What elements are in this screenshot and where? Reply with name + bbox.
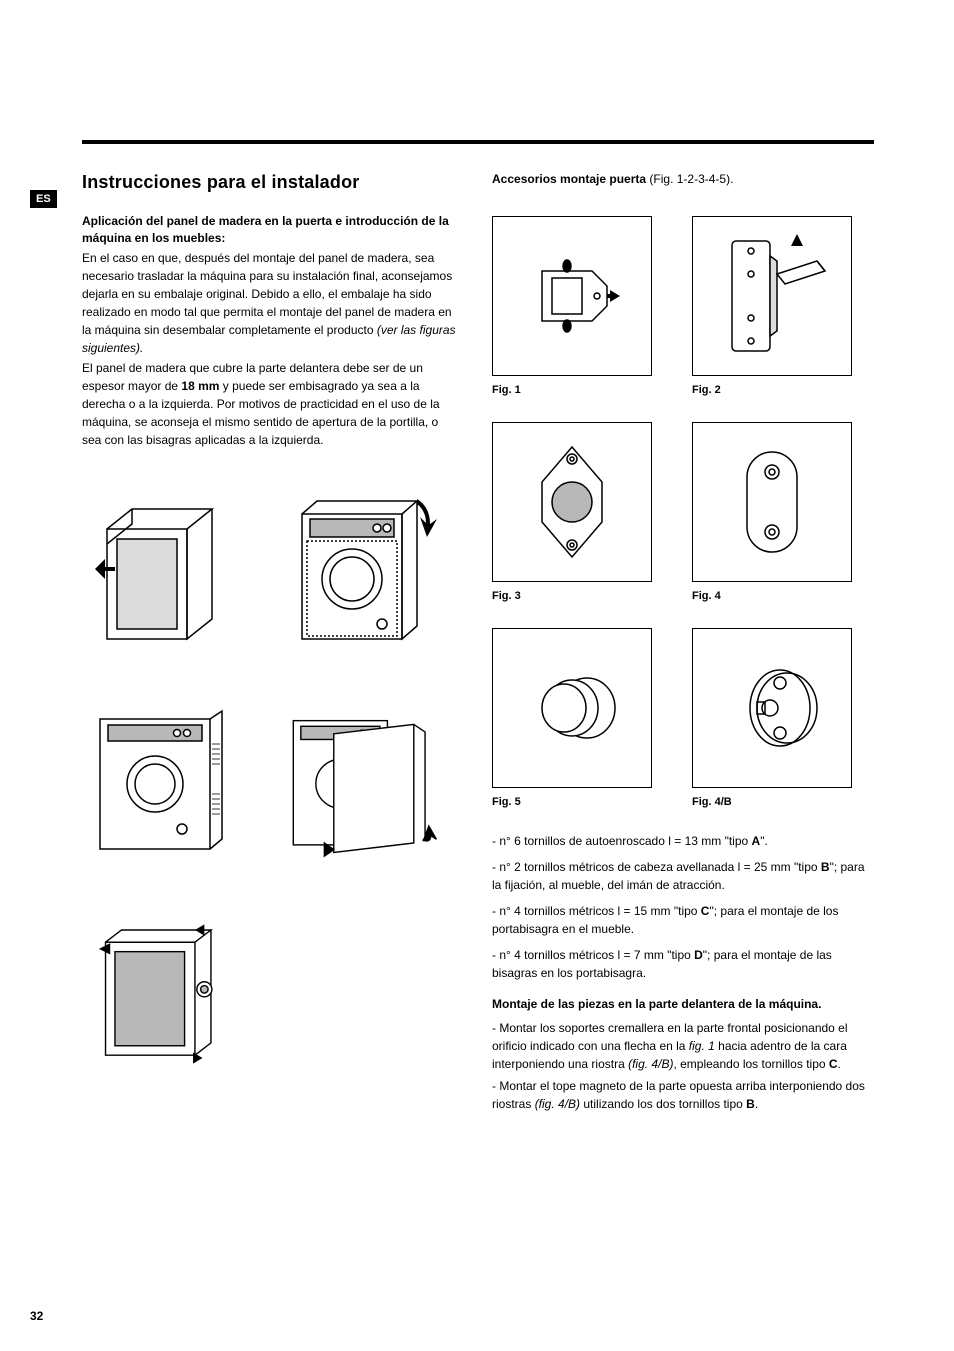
fig4-svg — [712, 437, 832, 567]
fig2-svg — [707, 226, 837, 366]
fig-row-3: Fig. 5 — [492, 628, 874, 808]
fig3-box: Fig. 3 — [492, 422, 652, 602]
packaged-box-svg — [87, 489, 237, 649]
page-number: 32 — [30, 1309, 43, 1323]
para2-bold: 18 mm — [181, 379, 219, 393]
frame-panel-svg — [282, 699, 442, 859]
m1bold: C — [829, 1057, 838, 1071]
s3a: - n° 4 tornillos métricos l = 15 mm "tip… — [492, 904, 701, 918]
two-column-layout: Instrucciones para el instalador Aplicac… — [82, 172, 874, 1113]
para-thickness: El panel de madera que cubre la parte de… — [82, 359, 460, 449]
m1i1: fig. 1 — [689, 1039, 715, 1053]
m2b: utilizando los dos tornillos tipo — [580, 1097, 746, 1111]
acc-rest: (Fig. 1-2-3-4-5). — [646, 172, 733, 186]
fig1-label: Fig. 1 — [492, 384, 652, 396]
m1c: , empleando los tornillos tipo — [673, 1057, 828, 1071]
s2a: - n° 2 tornillos métricos de cabeza avel… — [492, 860, 821, 874]
diagram-machine-installed — [82, 699, 242, 859]
screw-item-a: - n° 6 tornillos de autoenroscado l = 13… — [492, 832, 874, 850]
fig3-label: Fig. 3 — [492, 590, 652, 602]
fig1-svg — [512, 236, 632, 356]
s1b: A — [752, 834, 761, 848]
fig5-label: Fig. 5 — [492, 796, 652, 808]
m2bold: B — [746, 1097, 755, 1111]
accessories-header: Accesorios montaje puerta (Fig. 1-2-3-4-… — [492, 172, 874, 186]
fig2-label: Fig. 2 — [692, 384, 852, 396]
left-column: Instrucciones para el instalador Aplicac… — [82, 172, 460, 1113]
s1a: - n° 6 tornillos de autoenroscado l = 13… — [492, 834, 752, 848]
mount-para-2: - Montar el tope magneto de la parte opu… — [492, 1077, 874, 1113]
fig-row-2: Fig. 3 Fi — [492, 422, 874, 602]
screw-item-b: - n° 2 tornillos métricos de cabeza avel… — [492, 858, 874, 894]
page-content: Instrucciones para el instalador Aplicac… — [82, 140, 874, 1113]
fig4b-box: Fig. 4/B — [692, 628, 852, 808]
subhead-panel-aplicacion: Aplicación del panel de madera en la pue… — [82, 213, 460, 247]
diagram-packaged-arrows — [82, 914, 242, 1074]
para-packaging: En el caso en que, después del montaje d… — [82, 249, 460, 357]
acc-bold: Accesorios montaje puerta — [492, 172, 646, 186]
fig3-svg — [512, 437, 632, 567]
page-title: Instrucciones para el instalador — [82, 172, 460, 193]
fig4b-svg — [712, 648, 832, 768]
machine-installed-svg — [82, 699, 242, 859]
m1d: . — [838, 1057, 841, 1071]
diagram-row-2 — [82, 699, 460, 859]
s2b: B — [821, 860, 830, 874]
diagram-row-3 — [82, 914, 460, 1074]
s4a: - n° 4 tornillos métricos l = 7 mm "tipo — [492, 948, 694, 962]
m2c: . — [755, 1097, 758, 1111]
m2i: (fig. 4/B) — [535, 1097, 580, 1111]
fig4-box: Fig. 4 — [692, 422, 852, 602]
screw-item-c: - n° 4 tornillos métricos l = 15 mm "tip… — [492, 902, 874, 938]
s1c: ". — [760, 834, 768, 848]
packaged-arrows-svg — [82, 914, 242, 1074]
fig5-svg — [512, 653, 632, 763]
mount-para-1: - Montar los soportes cremallera en la p… — [492, 1019, 874, 1073]
diagram-frame-panel — [282, 699, 442, 859]
screws-list: - n° 6 tornillos de autoenroscado l = 13… — [492, 832, 874, 982]
fig-row-1: Fig. 1 — [492, 216, 874, 396]
s4b: D — [694, 948, 703, 962]
screw-item-d: - n° 4 tornillos métricos l = 7 mm "tipo… — [492, 946, 874, 982]
fig1-box: Fig. 1 — [492, 216, 652, 396]
mounting-head: Montaje de las piezas en la parte delant… — [492, 996, 874, 1013]
fig4-label: Fig. 4 — [692, 590, 852, 602]
fig5-box: Fig. 5 — [492, 628, 652, 808]
machine-lift-svg — [282, 489, 442, 649]
language-tab: ES — [30, 190, 57, 208]
diagram-packaged-box — [82, 489, 242, 649]
fig4b-label: Fig. 4/B — [692, 796, 852, 808]
right-column: Accesorios montaje puerta (Fig. 1-2-3-4-… — [492, 172, 874, 1113]
fig2-box: Fig. 2 — [692, 216, 852, 396]
diagram-machine-lift — [282, 489, 442, 649]
diagram-row-1 — [82, 489, 460, 649]
m1i2: (fig. 4/B) — [628, 1057, 673, 1071]
top-rule — [82, 140, 874, 144]
